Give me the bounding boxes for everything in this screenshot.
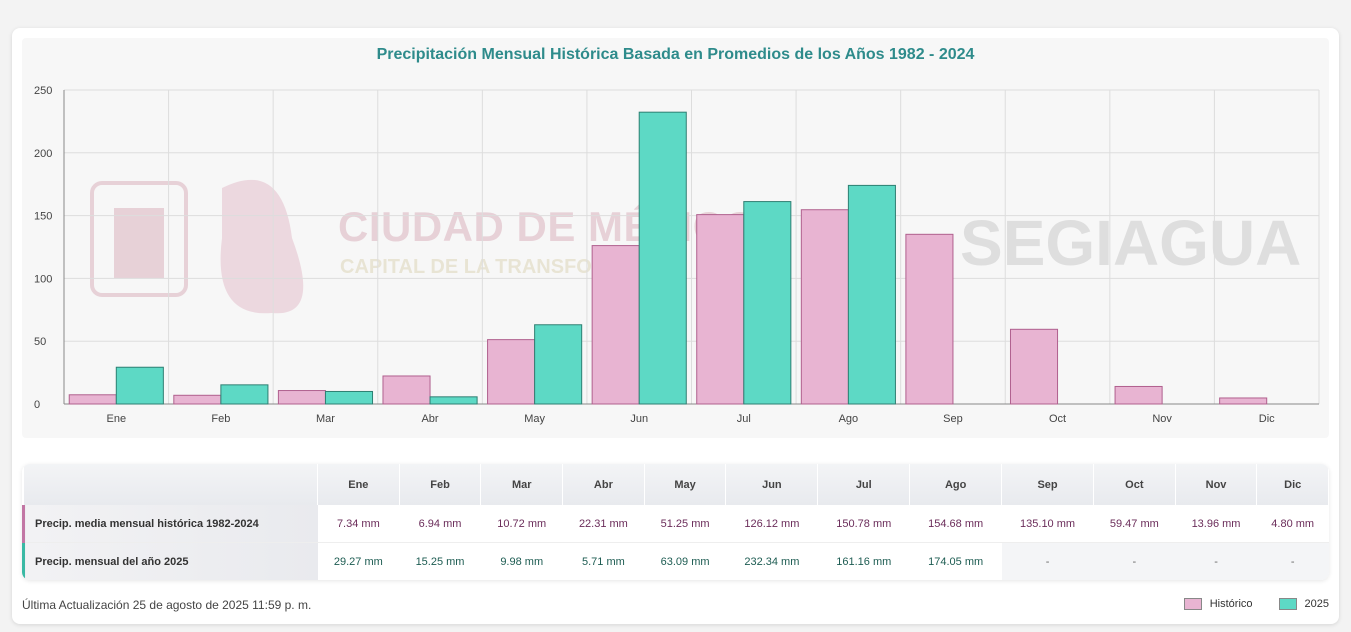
table-header-jun: Jun <box>725 464 819 505</box>
bar-historical <box>800 209 849 405</box>
x-tick-label: May <box>524 413 545 425</box>
bar-historical <box>173 394 222 405</box>
table-cell: 4.80 mm <box>1256 505 1329 543</box>
x-tick-label: Sep <box>943 413 963 425</box>
table-header-abr: Abr <box>562 464 645 505</box>
table-corner-cell <box>23 464 318 505</box>
bar-historical <box>591 245 640 405</box>
y-tick-label: 100 <box>34 273 52 285</box>
bar-historical <box>487 339 536 405</box>
y-tick-label: 200 <box>34 148 52 160</box>
table-cell: 10.72 mm <box>480 505 563 543</box>
table-header-ago: Ago <box>909 464 1003 505</box>
table-header-feb: Feb <box>399 464 482 505</box>
legend-label-2025: 2025 <box>1304 598 1329 610</box>
chart-area: CIUDAD DE MÉXICO CAPITAL DE LA TRANSFORM… <box>22 38 1329 438</box>
table-header-sep: Sep <box>1001 464 1094 505</box>
chart-title: Precipitación Mensual Histórica Basada e… <box>376 46 975 63</box>
table-header-dic: Dic <box>1256 464 1329 505</box>
table-cell: 232.34 mm <box>744 555 800 568</box>
bar-2025 <box>534 324 583 405</box>
bar-2025 <box>638 111 687 405</box>
x-tick-label: Jul <box>737 413 751 425</box>
y-tick-label: 150 <box>34 211 52 223</box>
x-tick-label: Feb <box>211 413 230 425</box>
table-header-may: May <box>644 464 727 505</box>
table-cell: 51.25 mm <box>644 505 726 543</box>
table-cell: 154.68 mm <box>909 505 1002 543</box>
y-tick-label: 0 <box>34 399 40 411</box>
bar-historical <box>696 214 745 405</box>
table-header-oct: Oct <box>1093 464 1176 505</box>
bar-historical <box>68 394 117 405</box>
bar-historical <box>1114 385 1163 405</box>
bar-2025 <box>115 366 164 405</box>
bar-2025 <box>220 384 269 405</box>
table-header-mar: Mar <box>480 464 564 505</box>
bar-historical <box>905 233 954 405</box>
table-row-2025: Precip. mensual del año 2025 29.27 mm 15.… <box>22 542 1329 580</box>
y-tick-label: 250 <box>34 85 52 97</box>
bar-historical <box>1009 328 1059 405</box>
chart-card: CIUDAD DE MÉXICO CAPITAL DE LA TRANSFORM… <box>12 28 1339 624</box>
x-tick-label: Dic <box>1259 413 1275 425</box>
x-tick-label: Ene <box>107 413 127 425</box>
table-header-ene: Ene <box>317 464 400 505</box>
table-row-historical: Precip. media mensual histórica 1982-202… <box>22 505 1329 543</box>
table-cell: - <box>1175 542 1257 580</box>
table-cell: 15.25 mm <box>415 555 465 568</box>
legend-swatch-historical <box>1183 598 1202 610</box>
table-cell: 22.31 mm <box>562 505 645 543</box>
x-tick-label: Jun <box>630 413 648 425</box>
x-tick-label: Ago <box>839 413 859 425</box>
table-cell: - <box>1256 542 1329 580</box>
bar-2025 <box>429 396 478 405</box>
legend-item-2025[interactable]: 2025 <box>1278 598 1329 610</box>
table-cell: 126.12 mm <box>725 505 818 543</box>
x-tick-label: Abr <box>421 413 438 425</box>
bar-chart: 0 50 100 150 200 250 Ene Feb Mar Abr May Jun Jul Ago S… <box>34 85 1320 425</box>
x-tick-label: Oct <box>1049 413 1066 425</box>
bar-historical <box>277 390 326 405</box>
row-label-2025: Precip. mensual del año 2025 <box>22 542 318 580</box>
data-table: Ene Feb Mar Abr May Jun Jul Ago Sep Oct Nov Dic Pre… <box>22 464 1329 580</box>
table-cell: 13.96 mm <box>1175 505 1257 543</box>
table-cell: 161.16 mm <box>836 555 892 568</box>
table-header-jul: Jul <box>817 464 911 505</box>
x-tick-label: Nov <box>1152 413 1172 425</box>
table-cell: 7.34 mm <box>317 505 400 543</box>
table-cell: 5.71 mm <box>582 555 625 568</box>
bar-2025 <box>847 184 896 405</box>
table-cell: 6.94 mm <box>399 505 481 543</box>
y-tick-label: 50 <box>34 336 46 348</box>
table-header-row: Ene Feb Mar Abr May Jun Jul Ago Sep Oct Nov Dic <box>23 464 1329 505</box>
x-tick-label: Mar <box>316 413 335 425</box>
table-cell: 174.05 mm <box>928 555 984 568</box>
bar-historical <box>1219 397 1268 405</box>
bar-2025 <box>743 201 792 405</box>
table-cell: - <box>1001 542 1094 580</box>
table-cell: 135.10 mm <box>1001 505 1094 543</box>
legend-label-historical: Histórico <box>1209 598 1253 610</box>
table-cell: 29.27 mm <box>333 555 383 568</box>
row-label-historical: Precip. media mensual histórica 1982-202… <box>22 505 318 543</box>
legend-item-historical[interactable]: Histórico <box>1183 598 1253 610</box>
last-updated-text: Última Actualización 25 de agosto de 202… <box>22 598 312 612</box>
table-cell: - <box>1093 542 1176 580</box>
bar-historical <box>382 375 431 405</box>
table-cell: 150.78 mm <box>817 505 910 543</box>
bar-2025 <box>324 390 374 405</box>
chart-legend: Histórico 2025 <box>1158 598 1329 610</box>
table-cell: 59.47 mm <box>1093 505 1176 543</box>
legend-swatch-2025 <box>1278 598 1297 610</box>
table-header-nov: Nov <box>1175 464 1258 505</box>
table-cell: 63.09 mm <box>660 555 710 568</box>
table-cell: 9.98 mm <box>500 555 544 568</box>
